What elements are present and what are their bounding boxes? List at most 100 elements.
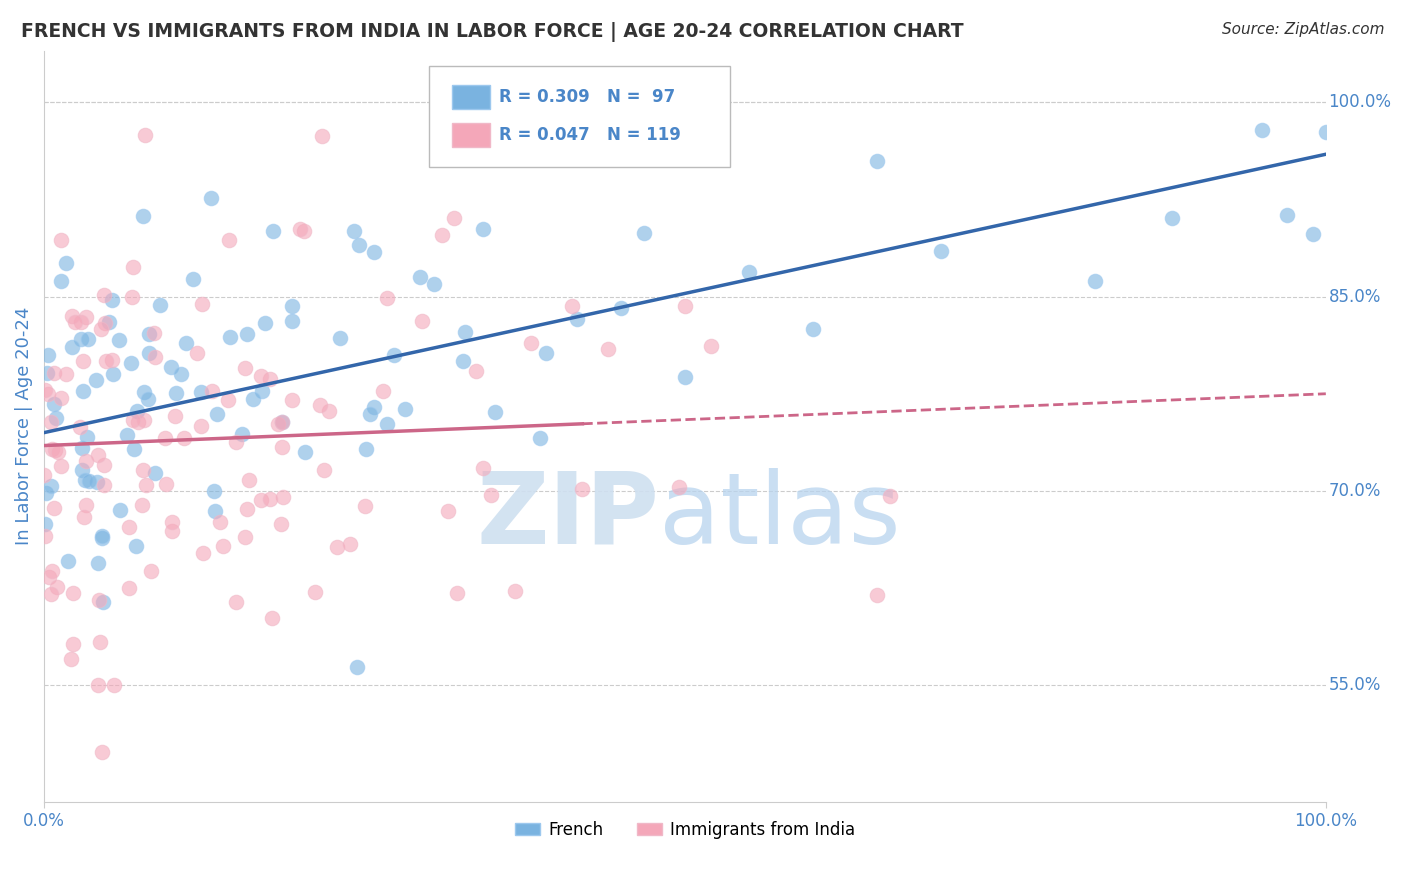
Immigrants from India [235, 361, 257, 376]
Immigrants from India [312, 463, 335, 477]
Immigrants from India [673, 299, 696, 313]
French [70, 332, 93, 346]
Immigrants from India [561, 299, 583, 313]
French [207, 407, 229, 421]
French [375, 417, 398, 431]
Immigrants from India [153, 431, 176, 445]
Immigrants from India [311, 129, 333, 144]
French [202, 484, 225, 499]
French [165, 386, 187, 401]
Immigrants from India [190, 297, 212, 311]
Immigrants from India [668, 480, 690, 494]
Immigrants from India [39, 587, 62, 601]
Text: Source: ZipAtlas.com: Source: ZipAtlas.com [1222, 22, 1385, 37]
French [108, 503, 131, 517]
Immigrants from India [236, 501, 259, 516]
French [120, 356, 142, 370]
French [39, 479, 62, 493]
French [35, 486, 58, 500]
Immigrants from India [143, 350, 166, 364]
Immigrants from India [371, 384, 394, 399]
Immigrants from India [75, 310, 97, 324]
Immigrants from India [267, 417, 290, 431]
Immigrants from India [411, 314, 433, 328]
French [101, 293, 124, 307]
Immigrants from India [55, 367, 77, 381]
French [37, 366, 59, 380]
Immigrants from India [208, 515, 231, 529]
Immigrants from India [520, 336, 543, 351]
Immigrants from India [73, 509, 96, 524]
French [633, 226, 655, 240]
French [253, 316, 276, 330]
French [190, 385, 212, 400]
French [271, 415, 294, 429]
Immigrants from India [93, 316, 115, 330]
Immigrants from India [90, 322, 112, 336]
Immigrants from India [155, 477, 177, 491]
Immigrants from India [39, 415, 62, 429]
French [359, 407, 381, 421]
French [98, 315, 121, 329]
Text: FRENCH VS IMMIGRANTS FROM INDIA IN LABOR FORCE | AGE 20-24 CORRELATION CHART: FRENCH VS IMMIGRANTS FROM INDIA IN LABOR… [21, 22, 963, 42]
French [136, 392, 159, 406]
French [280, 313, 302, 327]
French [294, 445, 316, 459]
Immigrants from India [271, 490, 294, 504]
French [484, 405, 506, 419]
Text: 85.0%: 85.0% [1329, 287, 1381, 306]
Immigrants from India [238, 473, 260, 487]
Immigrants from India [375, 291, 398, 305]
French [134, 385, 156, 400]
French [250, 384, 273, 398]
Immigrants from India [503, 583, 526, 598]
French [454, 325, 477, 339]
French [356, 442, 378, 456]
Immigrants from India [34, 529, 56, 543]
French [329, 331, 352, 345]
Immigrants from India [339, 537, 361, 551]
Immigrants from India [259, 372, 281, 386]
Text: ZIP: ZIP [477, 467, 659, 565]
Immigrants from India [217, 393, 239, 408]
Immigrants from India [135, 478, 157, 492]
French [55, 256, 77, 270]
French [363, 245, 385, 260]
Immigrants from India [190, 418, 212, 433]
Text: 55.0%: 55.0% [1329, 676, 1381, 694]
French [56, 554, 79, 568]
Immigrants from India [699, 339, 721, 353]
Immigrants from India [44, 367, 66, 381]
Immigrants from India [132, 462, 155, 476]
Immigrants from India [446, 586, 468, 600]
Immigrants from India [139, 564, 162, 578]
FancyBboxPatch shape [451, 86, 491, 110]
Immigrants from India [62, 586, 84, 600]
French [108, 334, 131, 348]
French [37, 348, 59, 362]
Immigrants from India [75, 498, 97, 512]
French [174, 336, 197, 351]
Immigrants from India [34, 384, 56, 398]
Immigrants from India [46, 444, 69, 458]
Immigrants from India [250, 493, 273, 508]
Legend: French, Immigrants from India: French, Immigrants from India [508, 814, 862, 846]
French [132, 209, 155, 223]
Text: atlas: atlas [659, 467, 901, 565]
Immigrants from India [49, 234, 72, 248]
Immigrants from India [103, 678, 125, 692]
French [127, 404, 149, 418]
Immigrants from India [38, 570, 60, 584]
French [44, 411, 66, 425]
French [70, 462, 93, 476]
Immigrants from India [87, 593, 110, 607]
Immigrants from India [304, 585, 326, 599]
French [60, 340, 83, 354]
Immigrants from India [281, 392, 304, 407]
Immigrants from India [571, 483, 593, 497]
Immigrants from India [308, 398, 330, 412]
Immigrants from India [93, 478, 115, 492]
French [236, 326, 259, 341]
Immigrants from India [443, 211, 465, 225]
Immigrants from India [89, 634, 111, 648]
